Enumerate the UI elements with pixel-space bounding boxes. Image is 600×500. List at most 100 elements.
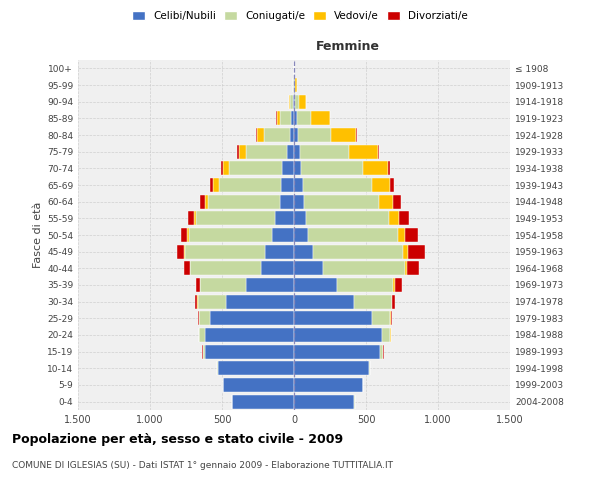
Bar [294, 244, 313, 259]
Bar [223, 378, 294, 392]
Bar [408, 244, 425, 259]
Bar [298, 128, 331, 142]
Bar [294, 94, 295, 109]
Bar [257, 128, 264, 142]
Bar [272, 228, 294, 242]
Bar [331, 128, 356, 142]
Bar [300, 144, 349, 159]
Bar [205, 194, 208, 209]
Bar [199, 311, 211, 326]
Bar [256, 128, 257, 142]
Bar [295, 78, 297, 92]
Bar [247, 144, 287, 159]
Bar [372, 178, 391, 192]
Bar [196, 278, 200, 292]
Bar [261, 261, 294, 276]
Bar [199, 328, 205, 342]
Text: Popolazione per età, sesso e stato civile - 2009: Popolazione per età, sesso e stato civil… [12, 432, 343, 446]
Bar [184, 244, 185, 259]
Bar [218, 361, 294, 376]
Bar [197, 294, 226, 308]
Bar [200, 278, 247, 292]
Bar [294, 328, 382, 342]
Bar [293, 94, 294, 109]
Bar [398, 228, 405, 242]
Bar [188, 211, 194, 226]
Bar [208, 194, 280, 209]
Bar [237, 144, 239, 159]
Bar [211, 178, 214, 192]
Bar [394, 278, 395, 292]
Bar [190, 261, 261, 276]
Bar [280, 112, 291, 126]
Bar [323, 261, 405, 276]
Bar [294, 228, 308, 242]
Bar [389, 211, 399, 226]
Bar [305, 211, 389, 226]
Bar [295, 94, 299, 109]
Bar [280, 194, 294, 209]
Bar [226, 294, 294, 308]
Bar [265, 244, 294, 259]
Bar [264, 128, 290, 142]
Bar [294, 344, 380, 359]
Bar [291, 112, 294, 126]
Bar [294, 394, 355, 409]
Bar [181, 228, 187, 242]
Bar [294, 278, 337, 292]
Bar [391, 311, 392, 326]
Text: Femmine: Femmine [316, 40, 380, 53]
Bar [294, 194, 304, 209]
Bar [294, 361, 369, 376]
Bar [290, 94, 293, 109]
Bar [277, 112, 280, 126]
Bar [302, 178, 372, 192]
Bar [185, 244, 265, 259]
Bar [217, 361, 218, 376]
Bar [195, 294, 197, 308]
Bar [388, 162, 391, 175]
Bar [395, 278, 402, 292]
Bar [203, 344, 205, 359]
Bar [355, 294, 392, 308]
Bar [394, 194, 401, 209]
Bar [294, 144, 300, 159]
Bar [405, 228, 418, 242]
Bar [247, 278, 294, 292]
Bar [200, 194, 205, 209]
Bar [297, 112, 311, 126]
Bar [239, 144, 247, 159]
Bar [363, 162, 388, 175]
Bar [294, 162, 301, 175]
Bar [369, 361, 370, 376]
Bar [283, 162, 294, 175]
Y-axis label: Fasce di età: Fasce di età [33, 202, 43, 268]
Bar [294, 128, 298, 142]
Legend: Celibi/Nubili, Coniugati/e, Vedovi/e, Divorziati/e: Celibi/Nubili, Coniugati/e, Vedovi/e, Di… [129, 8, 471, 24]
Bar [287, 144, 294, 159]
Bar [176, 244, 184, 259]
Bar [281, 178, 294, 192]
Bar [380, 344, 383, 359]
Bar [301, 162, 363, 175]
Bar [205, 328, 294, 342]
Bar [337, 278, 394, 292]
Bar [232, 394, 294, 409]
Bar [294, 211, 305, 226]
Bar [189, 228, 272, 242]
Bar [405, 261, 407, 276]
Bar [198, 311, 199, 326]
Bar [194, 211, 196, 226]
Bar [219, 178, 281, 192]
Bar [379, 194, 394, 209]
Bar [382, 328, 391, 342]
Bar [308, 228, 398, 242]
Bar [290, 128, 294, 142]
Bar [407, 261, 419, 276]
Bar [205, 344, 294, 359]
Bar [299, 94, 306, 109]
Bar [184, 261, 190, 276]
Bar [294, 378, 363, 392]
Bar [223, 162, 229, 175]
Bar [187, 228, 189, 242]
